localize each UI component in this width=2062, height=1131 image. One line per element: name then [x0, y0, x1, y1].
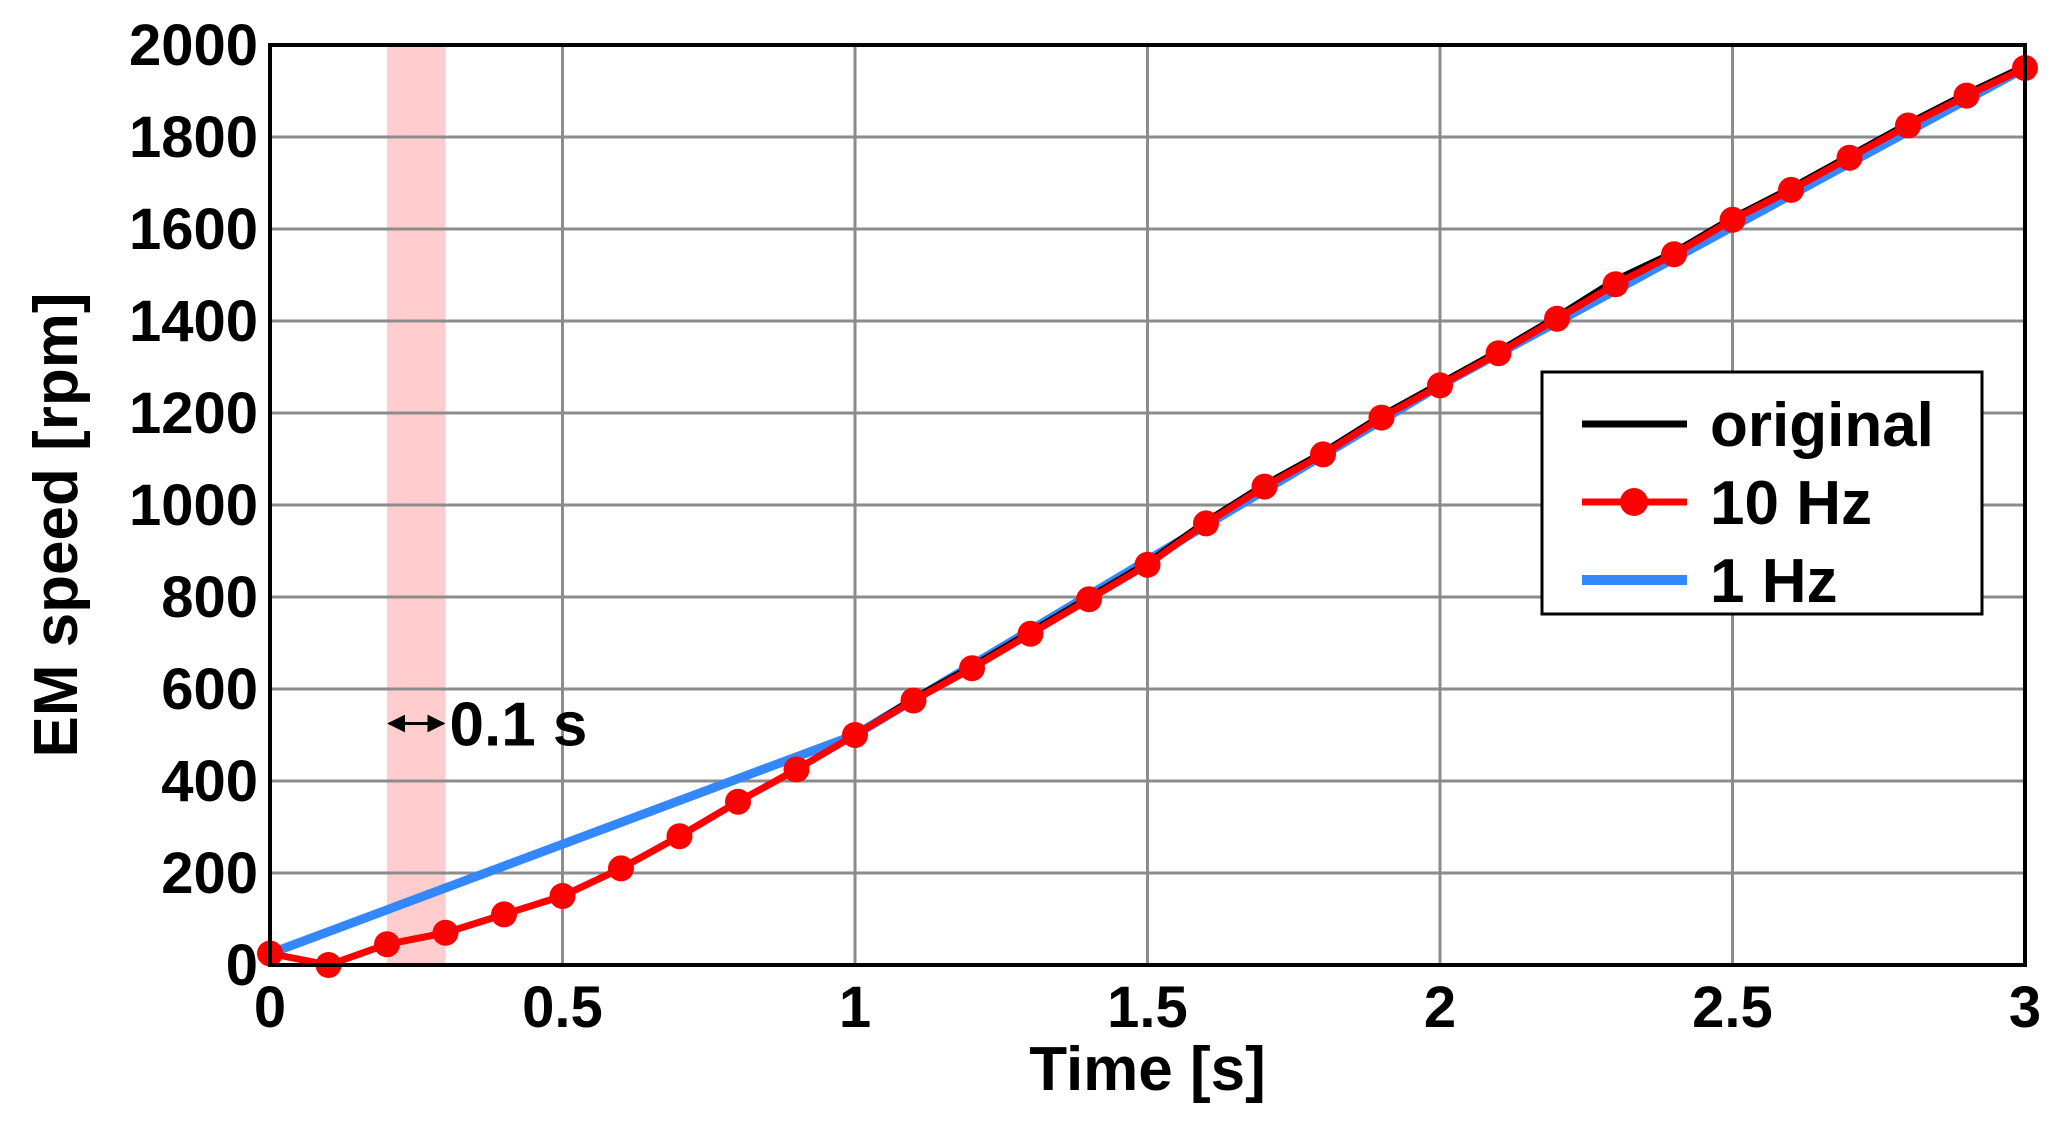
series-point-10-hz	[1895, 112, 1921, 139]
series-point-10-hz	[1134, 551, 1161, 578]
series-point-10-hz	[1368, 404, 1395, 431]
y-tick-label: 600	[161, 657, 258, 722]
series-point-10-hz	[608, 855, 634, 882]
series-point-10-hz	[432, 919, 459, 946]
series-point-10-hz	[1602, 271, 1629, 298]
y-tick-label: 1800	[129, 105, 258, 170]
series-layer	[257, 55, 2038, 978]
series-point-10-hz	[1836, 144, 1863, 171]
x-tick-label: 0.5	[522, 975, 603, 1040]
legend: original 10 Hz 1 Hz	[1540, 370, 1984, 616]
series-point-10-hz	[1251, 473, 1278, 500]
y-tick-label: 800	[161, 565, 258, 630]
y-tick-label: 2000	[129, 13, 258, 78]
plot-frame	[268, 43, 2027, 967]
series-point-10-hz	[666, 823, 693, 850]
series-point-10-hz	[1719, 206, 1746, 233]
x-tick-label: 1.5	[1107, 975, 1188, 1040]
x-tick-label: 2	[1424, 975, 1456, 1040]
series-point-10-hz	[1778, 176, 1804, 203]
series-point-10-hz	[1193, 510, 1219, 537]
series-point-10-hz	[491, 901, 517, 928]
series-point-10-hz	[549, 883, 576, 909]
series-point-10-hz	[1485, 340, 1512, 367]
series-point-10-hz	[1427, 372, 1453, 399]
y-tick-label: 200	[161, 841, 258, 906]
legend-label: original	[1710, 391, 1934, 460]
x-tick-label: 2.5	[1692, 975, 1773, 1040]
x-tick-label: 3	[2009, 975, 2041, 1040]
x-tick-label: 1	[839, 975, 871, 1040]
legend-label: 1 Hz	[1710, 547, 1837, 616]
y-tick-label: 1000	[129, 473, 258, 538]
series-point-10-hz	[374, 931, 400, 958]
series-point-10-hz	[959, 655, 985, 682]
series-point-10-hz	[1544, 305, 1570, 332]
y-tick-label: 0	[226, 933, 258, 998]
tick-label-layer: 0 0.5 1 1.5 2 2.5 3 0 200 400 600 800 1000 1200 1400 16…	[129, 13, 2041, 1040]
interval-label: 0.1 s	[450, 691, 588, 760]
y-tick-label: 1600	[129, 197, 258, 262]
y-axis-title: EM speed [rpm]	[22, 292, 91, 757]
series-point-10-hz	[1310, 441, 1336, 468]
legend-marker	[1620, 488, 1648, 516]
series-point-10-hz	[1017, 620, 1044, 647]
x-axis-title: Time [s]	[1029, 1035, 1266, 1104]
annotation-layer: 0.1 s	[387, 691, 588, 760]
series-point-10-hz	[1953, 82, 1980, 109]
y-tick-label: 1200	[129, 381, 258, 446]
legend-label: 10 Hz	[1710, 469, 1872, 538]
series-point-10-hz	[842, 722, 868, 748]
legend-box	[1540, 370, 1984, 616]
y-tick-label: 1400	[129, 289, 258, 354]
series-point-10-hz	[900, 687, 927, 714]
series-point-10-hz	[1076, 586, 1102, 613]
y-tick-label: 400	[161, 749, 258, 814]
series-point-10-hz	[783, 756, 810, 783]
series-point-10-hz	[725, 788, 751, 815]
series-point-10-hz	[1661, 241, 1687, 268]
x-tick-label: 0	[254, 975, 286, 1040]
